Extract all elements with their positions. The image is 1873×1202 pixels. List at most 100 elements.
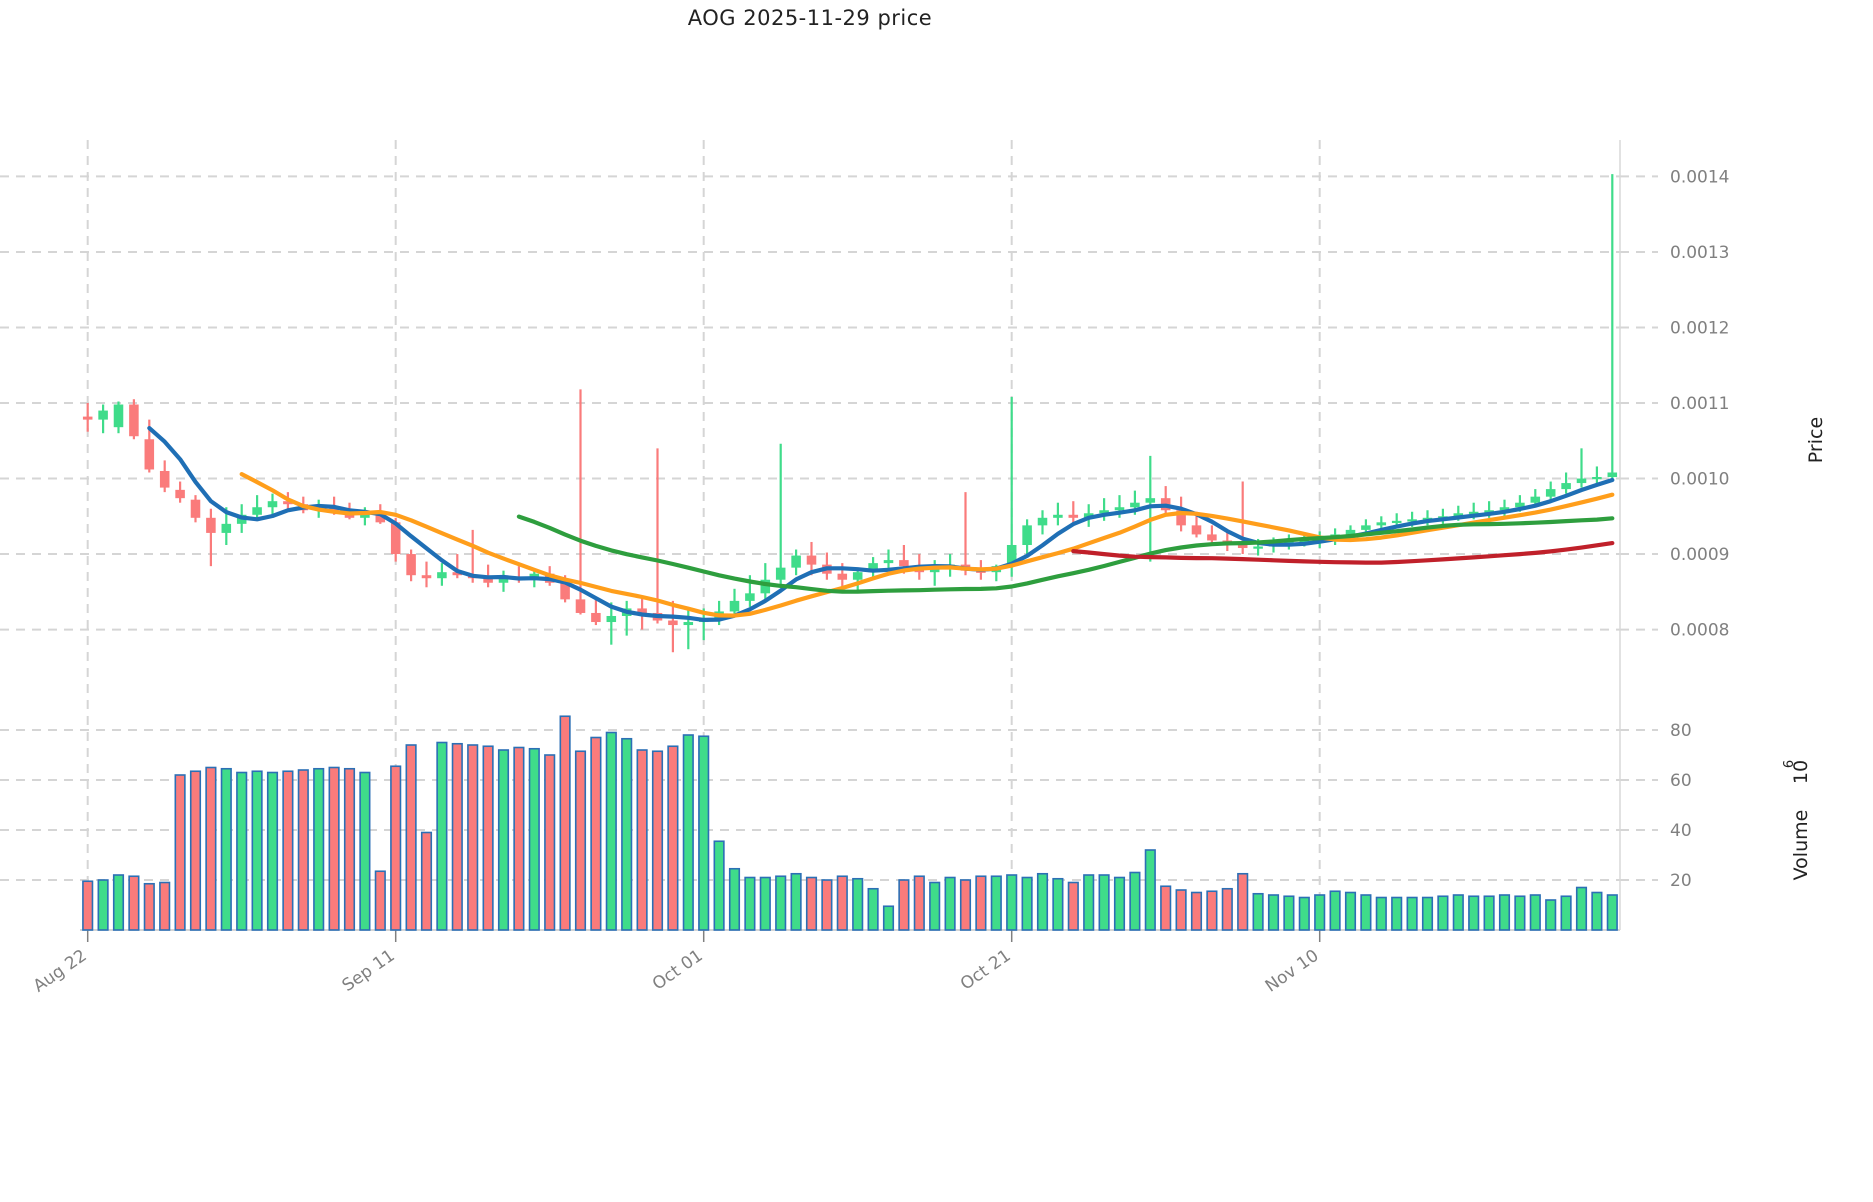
volume-tick-label: 80 — [1670, 721, 1692, 741]
candle-body — [1361, 525, 1371, 530]
candle-body — [929, 569, 940, 573]
volume-bar — [775, 875, 787, 931]
candle-body — [437, 572, 447, 579]
candle-body — [1530, 496, 1541, 503]
moving-average-line — [239, 472, 1615, 618]
candle-body — [868, 563, 878, 573]
volume-bar — [1575, 886, 1588, 931]
volume-bar — [821, 879, 833, 931]
candle-body — [729, 600, 740, 612]
candle-body — [1207, 534, 1217, 541]
volume-bar — [713, 840, 725, 931]
volume-bar — [1406, 896, 1418, 931]
candle-body — [1391, 520, 1402, 524]
volume-bar — [390, 765, 402, 931]
candle-body — [775, 567, 786, 580]
volume-tick-label: 40 — [1670, 821, 1692, 841]
volume-bar — [1206, 890, 1218, 931]
candle-body — [1345, 529, 1356, 535]
volume-bar — [1606, 894, 1618, 931]
candle-body — [806, 555, 817, 565]
price-tick-label: 0.0009 — [1670, 545, 1729, 565]
candle-body — [791, 555, 801, 568]
candle-body — [637, 608, 647, 613]
volume-bar — [497, 749, 510, 931]
price-tick-label: 0.0011 — [1670, 394, 1729, 414]
candle-body — [98, 410, 108, 420]
date-tick-label: Aug 22 — [30, 946, 91, 997]
candle-body — [1145, 498, 1156, 503]
candle-body — [452, 572, 463, 576]
volume-bar — [1314, 894, 1326, 931]
volume-bar — [205, 766, 217, 931]
volume-bar — [852, 877, 864, 931]
volume-bar — [574, 750, 587, 931]
volume-bar — [790, 872, 802, 931]
candle-body — [498, 576, 509, 583]
volume-bar — [1267, 894, 1280, 931]
volume-bar — [728, 867, 741, 931]
candle-body — [1191, 525, 1202, 535]
volume-tick-label: 20 — [1670, 871, 1692, 891]
volume-bar — [867, 887, 879, 931]
candle-body — [283, 501, 293, 505]
candle-body — [852, 572, 863, 580]
volume-bar — [266, 771, 279, 931]
volume-bar — [1052, 877, 1064, 931]
volume-bar — [359, 771, 371, 931]
volume-bar — [944, 876, 956, 931]
candle-body — [1561, 483, 1571, 490]
candle-body — [1545, 489, 1556, 497]
volume-bar — [1067, 881, 1079, 931]
volume-bar — [1560, 895, 1572, 931]
volume-bar — [836, 875, 848, 931]
volume-bar — [805, 876, 818, 931]
price-tick-label: 0.0012 — [1670, 318, 1729, 338]
volume-bar — [1529, 894, 1541, 931]
volume-bar — [1360, 894, 1372, 931]
candle-body — [1515, 502, 1525, 508]
volume-bar — [220, 767, 232, 931]
candle-body — [606, 615, 617, 623]
candle-body — [1407, 519, 1417, 522]
candle-body — [1037, 517, 1048, 526]
volume-bar — [112, 874, 125, 931]
volume-bar — [1144, 849, 1156, 931]
date-tick-label: Oct 21 — [957, 946, 1015, 995]
volume-bar — [420, 831, 433, 931]
volume-bar — [1545, 899, 1557, 931]
candle-body — [421, 575, 432, 579]
candle-body — [375, 511, 386, 523]
volume-bar — [1421, 896, 1434, 931]
volume-bar — [621, 737, 633, 931]
volume-bar — [436, 741, 448, 931]
date-tick-label: Oct 01 — [649, 946, 707, 995]
candle-body — [745, 593, 755, 601]
candle-body — [837, 573, 848, 580]
volume-bar — [189, 770, 202, 931]
candle-body — [1376, 522, 1387, 526]
volume-bar — [374, 870, 386, 931]
volume-bar — [1329, 890, 1341, 931]
candle-body — [252, 507, 262, 515]
volume-bar — [1298, 896, 1310, 931]
volume-bar — [282, 770, 294, 931]
candle-body — [1053, 514, 1063, 518]
candle-body — [1022, 525, 1032, 545]
volume-bar — [913, 875, 925, 931]
volume-tick-label: 60 — [1670, 771, 1692, 791]
volume-bar — [990, 875, 1002, 931]
candle-body — [406, 554, 416, 576]
candle-body — [1576, 478, 1587, 484]
volume-bar — [759, 876, 771, 931]
volume-bar — [698, 735, 710, 931]
volume-bar — [143, 882, 155, 931]
candle-body — [668, 620, 678, 626]
candle-body — [1176, 510, 1186, 526]
price-tick-label: 0.0014 — [1670, 167, 1729, 187]
candle-body — [267, 501, 278, 508]
candle-body — [1607, 472, 1618, 478]
candle-body — [1006, 544, 1017, 567]
